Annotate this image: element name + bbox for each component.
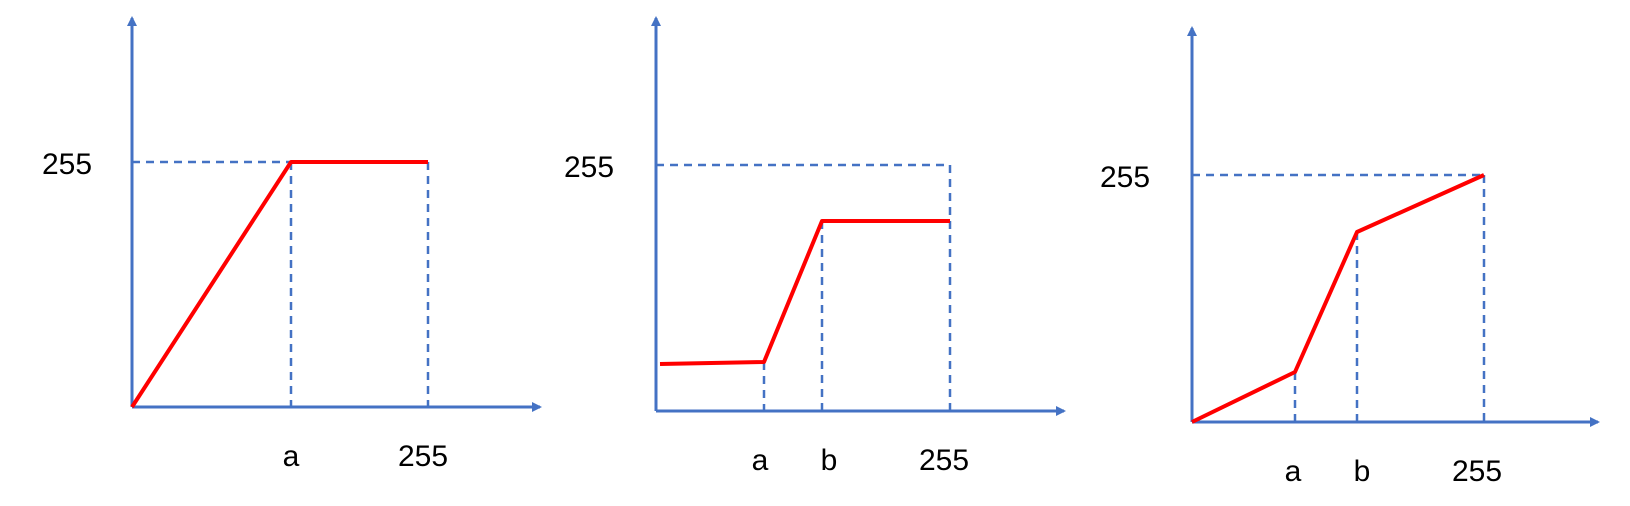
panel-1: 255 a 255 <box>42 16 542 473</box>
y-label-255: 255 <box>42 148 92 181</box>
panel-2: 255 a b 255 <box>564 16 1066 477</box>
x-label-a: a <box>752 444 769 477</box>
y-label-255: 255 <box>564 151 614 184</box>
x-label-255: 255 <box>398 440 448 473</box>
transfer-curve <box>659 219 950 366</box>
transfer-curve <box>1191 173 1485 424</box>
transfer-curve <box>130 160 428 409</box>
y-label-255: 255 <box>1100 161 1150 194</box>
panel-3: 255 a b 255 <box>1100 26 1600 488</box>
x-label-a: a <box>283 440 300 473</box>
x-label-b: b <box>821 444 838 477</box>
x-label-255: 255 <box>1452 455 1502 488</box>
x-label-a: a <box>1285 455 1302 488</box>
x-label-b: b <box>1354 455 1371 488</box>
x-label-255: 255 <box>919 444 969 477</box>
